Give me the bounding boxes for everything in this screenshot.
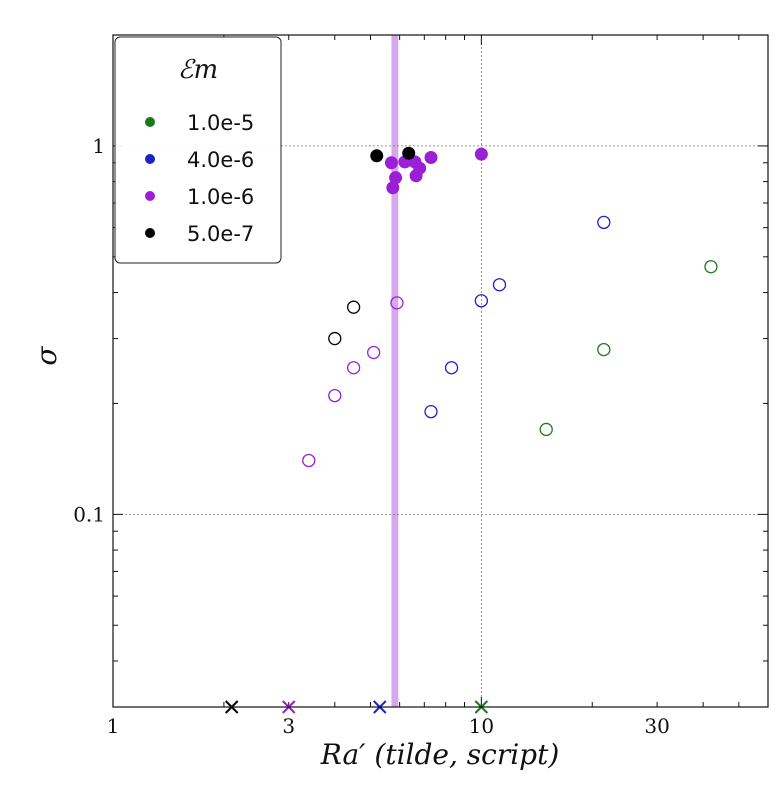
point-layer	[224, 146, 718, 714]
open-point	[328, 388, 342, 403]
filled-point	[370, 149, 384, 163]
x-tick-label: 10	[469, 714, 494, 738]
open-point	[597, 342, 611, 357]
legend-marker	[145, 117, 155, 127]
x-tick-label: 3	[282, 714, 295, 738]
legend-box	[114, 36, 282, 264]
open-point	[328, 331, 342, 346]
filled-point	[474, 147, 488, 161]
open-point	[492, 278, 507, 292]
legend-entry-label: 4.0e-6	[187, 148, 254, 172]
tick-layer	[112, 34, 769, 708]
vertical-band	[391, 35, 399, 707]
y-tick-label: 0.1	[73, 502, 105, 526]
filled-point	[413, 161, 427, 175]
x-axis-title: Ra′ (tilde, script)	[320, 738, 560, 771]
band-layer	[391, 35, 399, 707]
open-point	[302, 453, 316, 468]
open-point	[539, 422, 553, 437]
open-point	[366, 345, 381, 360]
filled-point	[424, 151, 438, 165]
open-point	[346, 300, 361, 314]
open-point	[597, 215, 611, 230]
y-axis-title: σ	[30, 346, 63, 366]
open-point	[346, 361, 361, 375]
open-point	[390, 296, 404, 310]
plot-frame	[112, 34, 769, 708]
open-point	[474, 294, 489, 308]
open-point	[704, 260, 718, 274]
y-tick-label: 1	[92, 134, 105, 158]
filled-point	[389, 171, 403, 185]
legend-marker	[145, 154, 155, 164]
open-point	[424, 404, 438, 419]
legend-entry-label: 5.0e-7	[187, 222, 254, 246]
open-point	[444, 361, 459, 375]
legend-marker	[145, 228, 155, 238]
legend-title: ℰm	[178, 55, 218, 85]
axis-labels: 1 3 10 30 0.1 1 σ Ra′ (tilde, script)	[30, 134, 670, 771]
filled-point	[384, 156, 398, 170]
filled-point	[402, 146, 416, 160]
legend: ℰm 1.0e-5 4.0e-6 1.0e-6 5.0e-7	[114, 36, 282, 264]
legend-entry-label: 1.0e-5	[187, 111, 254, 135]
legend-entry-label: 1.0e-6	[187, 185, 254, 209]
x-tick-label: 1	[107, 714, 120, 738]
x-tick-label: 30	[644, 714, 669, 738]
legend-marker	[145, 191, 155, 201]
